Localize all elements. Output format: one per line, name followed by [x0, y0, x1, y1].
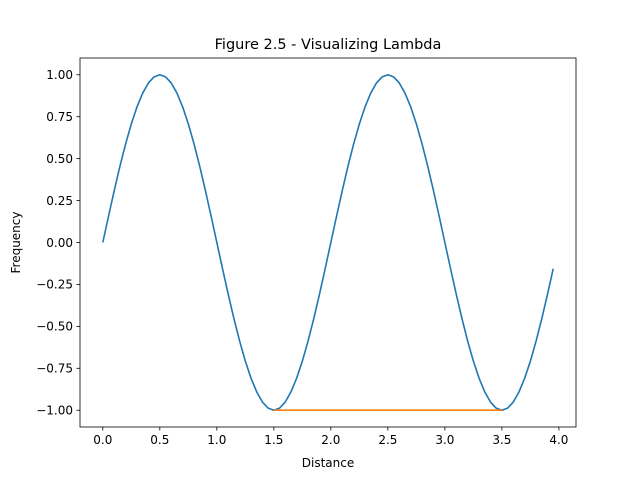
y-tick-label: 0.50	[46, 152, 73, 166]
y-tick-label: −0.50	[36, 320, 73, 334]
chart-title: Figure 2.5 - Visualizing Lambda	[215, 37, 442, 53]
x-tick-label: 3.5	[492, 433, 511, 447]
x-tick-label: 0.5	[150, 433, 169, 447]
wave-line	[102, 73, 554, 412]
y-tick-label: 0.25	[46, 194, 73, 208]
y-tick-label: −0.25	[36, 278, 73, 292]
plot-area	[102, 73, 554, 412]
y-tick-label: −1.00	[36, 404, 73, 418]
x-tick-label: 2.0	[321, 433, 340, 447]
x-tick-label: 2.5	[378, 433, 397, 447]
y-tick-label: 0.00	[46, 236, 73, 250]
y-tick-label: −0.75	[36, 362, 73, 376]
x-tick-label: 1.5	[264, 433, 283, 447]
y-axis-title: Frequency	[9, 212, 23, 274]
x-axis: 0.0 0.5 1.0 1.5 2.0 2.5 3.0 3.5 4.0	[93, 427, 568, 447]
plot-frame	[79, 57, 577, 428]
x-axis-title: Distance	[302, 456, 354, 470]
x-tick-label: 4.0	[549, 433, 568, 447]
x-tick-label: 3.0	[435, 433, 454, 447]
y-tick-label: 1.00	[46, 68, 73, 82]
x-tick-label: 1.0	[207, 433, 226, 447]
y-tick-label: 0.75	[46, 110, 73, 124]
x-tick-label: 0.0	[93, 433, 112, 447]
y-axis: −1.00 −0.75 −0.50 −0.25 0.00 0.25 0.50 0.75 1.00	[36, 68, 80, 418]
